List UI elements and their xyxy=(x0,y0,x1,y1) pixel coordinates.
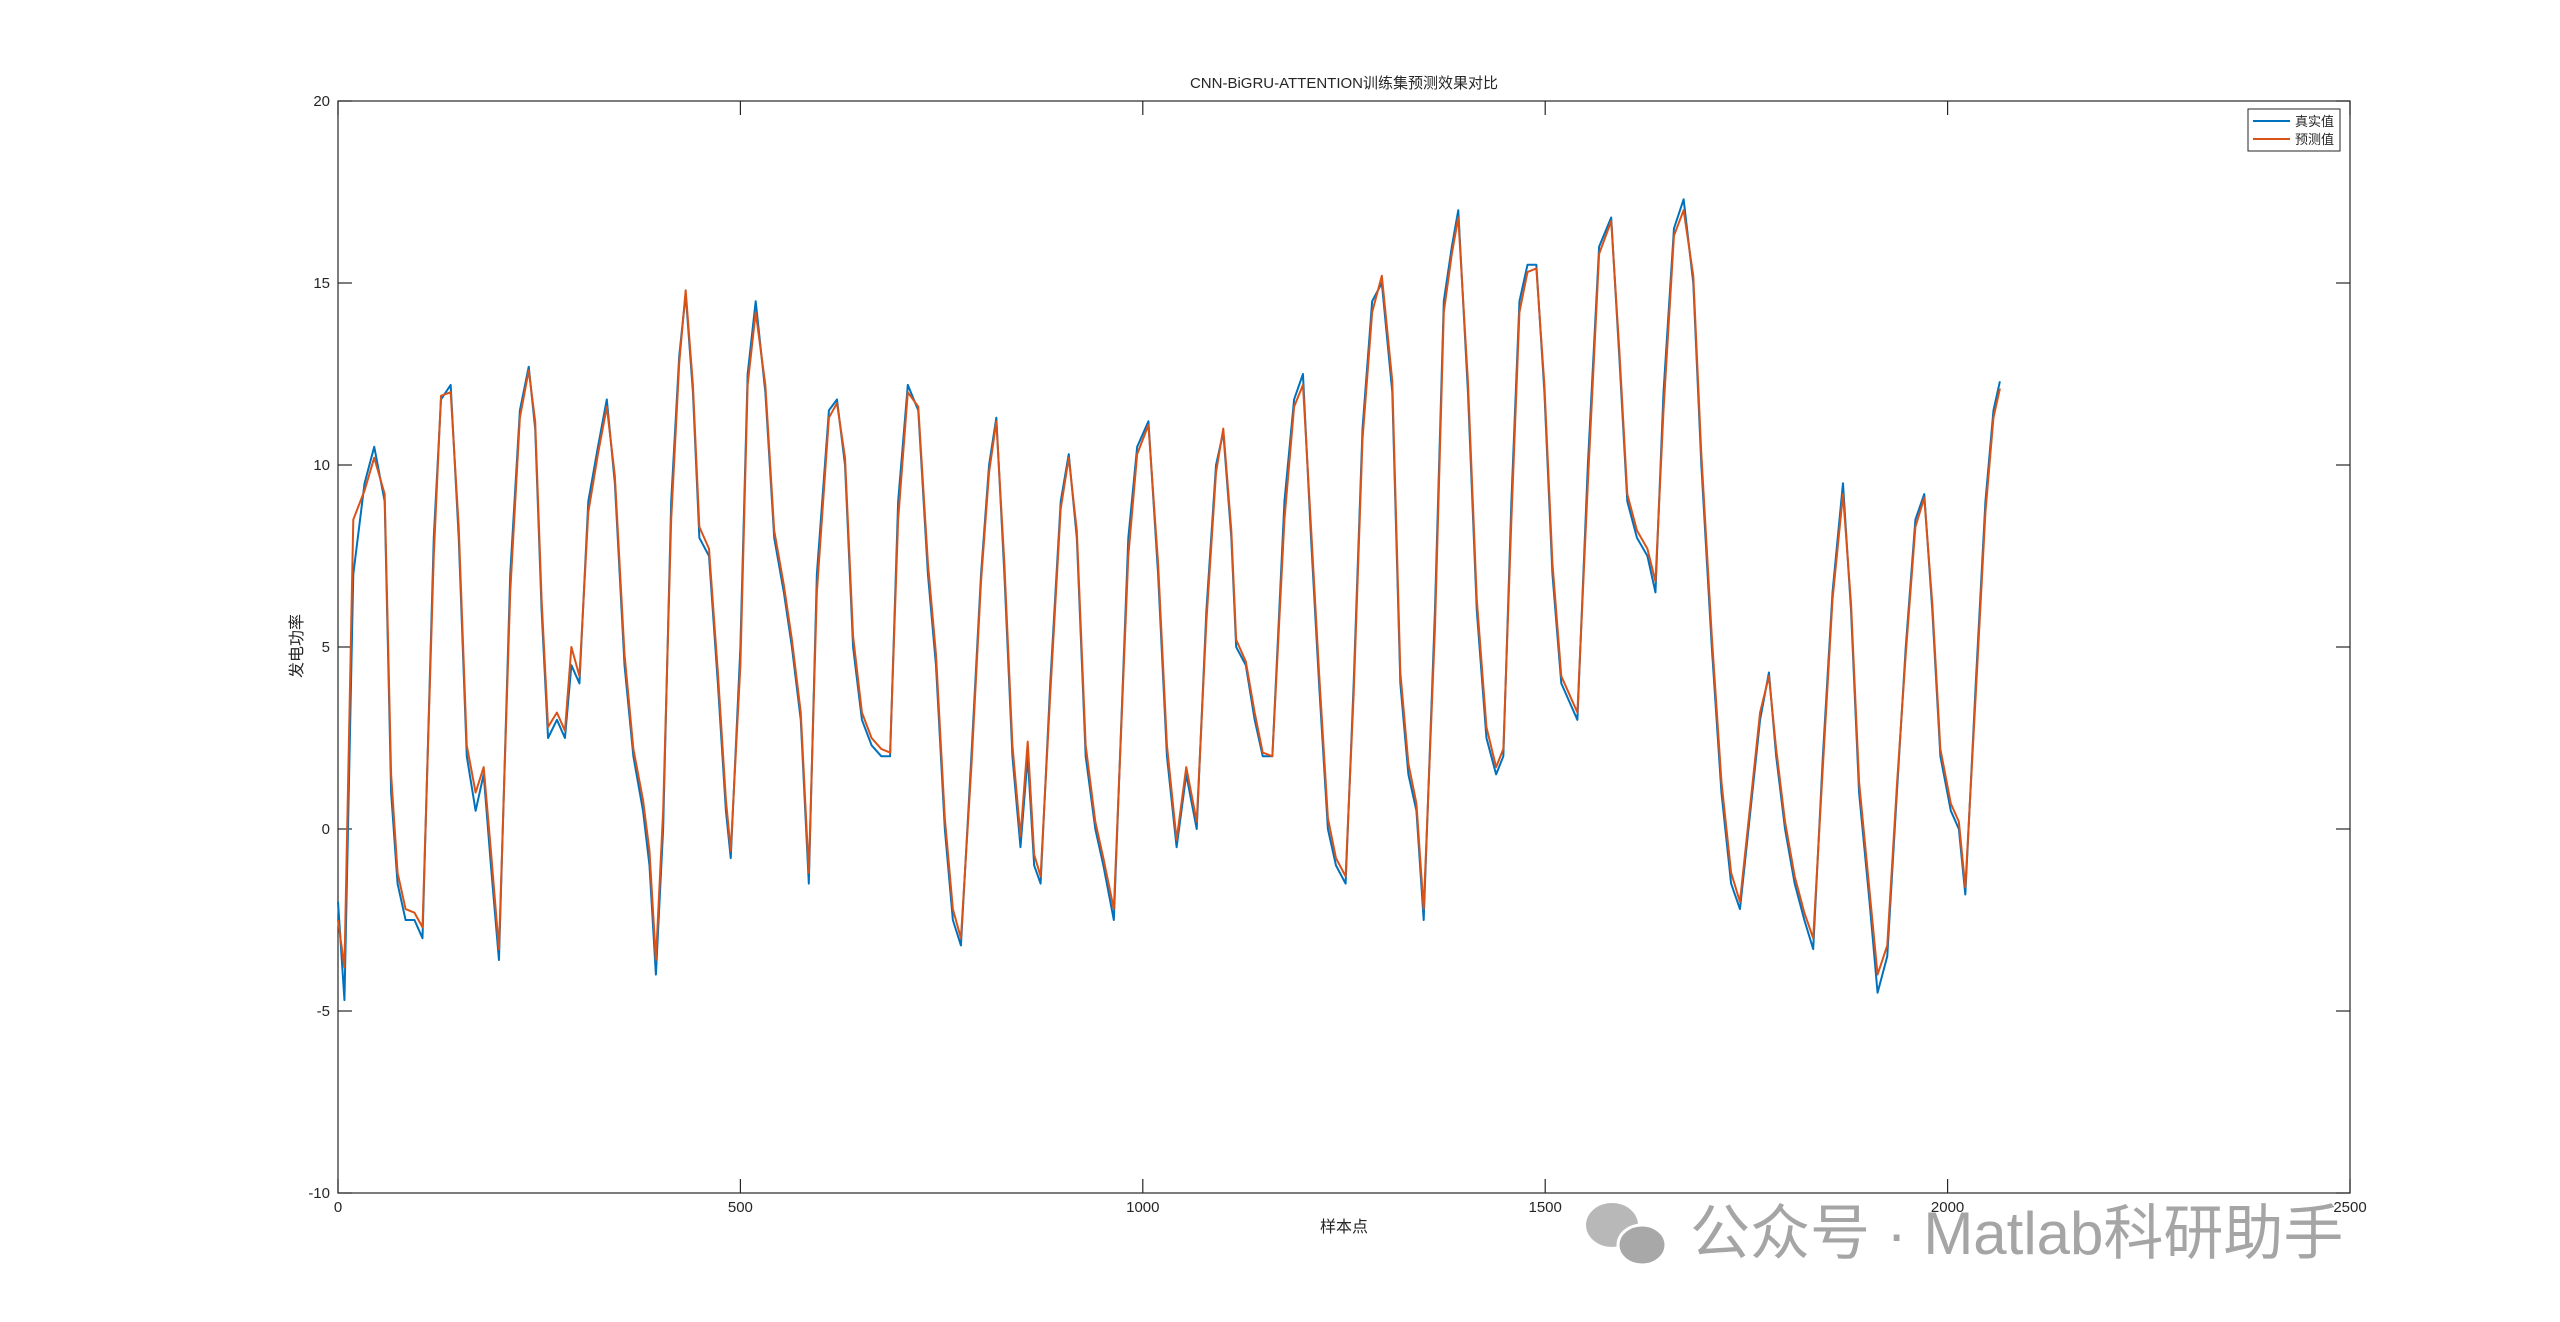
data-line xyxy=(337,209,2001,976)
y-tick-label: 15 xyxy=(313,275,330,292)
x-axis-label: 样本点 xyxy=(1320,1218,1368,1236)
legend-box xyxy=(2247,108,2341,152)
x-tick-label: 2000 xyxy=(1931,1199,1964,1216)
watermark-icon xyxy=(1616,1223,1668,1267)
x-tick-label: 2500 xyxy=(2333,1199,2366,1216)
y-tick-label: -10 xyxy=(308,1185,330,1202)
y-tick-label: -5 xyxy=(317,1003,330,1020)
y-tick-label: 20 xyxy=(313,93,330,110)
watermark-text: 公众号 · Matlab科研助手 xyxy=(1690,1200,2343,1267)
legend-label: 预测值 xyxy=(2295,132,2334,147)
legend-label: 真实值 xyxy=(2295,114,2334,129)
plot-area xyxy=(338,101,2350,1193)
x-tick-label: 500 xyxy=(728,1199,753,1216)
y-axis-label: 发电功率 xyxy=(288,614,306,678)
x-tick-label: 0 xyxy=(334,1199,342,1216)
x-tick-label: 1500 xyxy=(1529,1199,1562,1216)
chart-title: CNN-BiGRU-ATTENTION训练集预测效果对比 xyxy=(1190,75,1498,92)
x-tick-label: 1000 xyxy=(1126,1199,1159,1216)
y-tick-label: 5 xyxy=(322,639,330,656)
y-tick-label: 10 xyxy=(313,457,330,474)
y-tick-label: 0 xyxy=(322,821,330,838)
watermark: 公众号 · Matlab科研助手 xyxy=(1586,1200,2343,1267)
